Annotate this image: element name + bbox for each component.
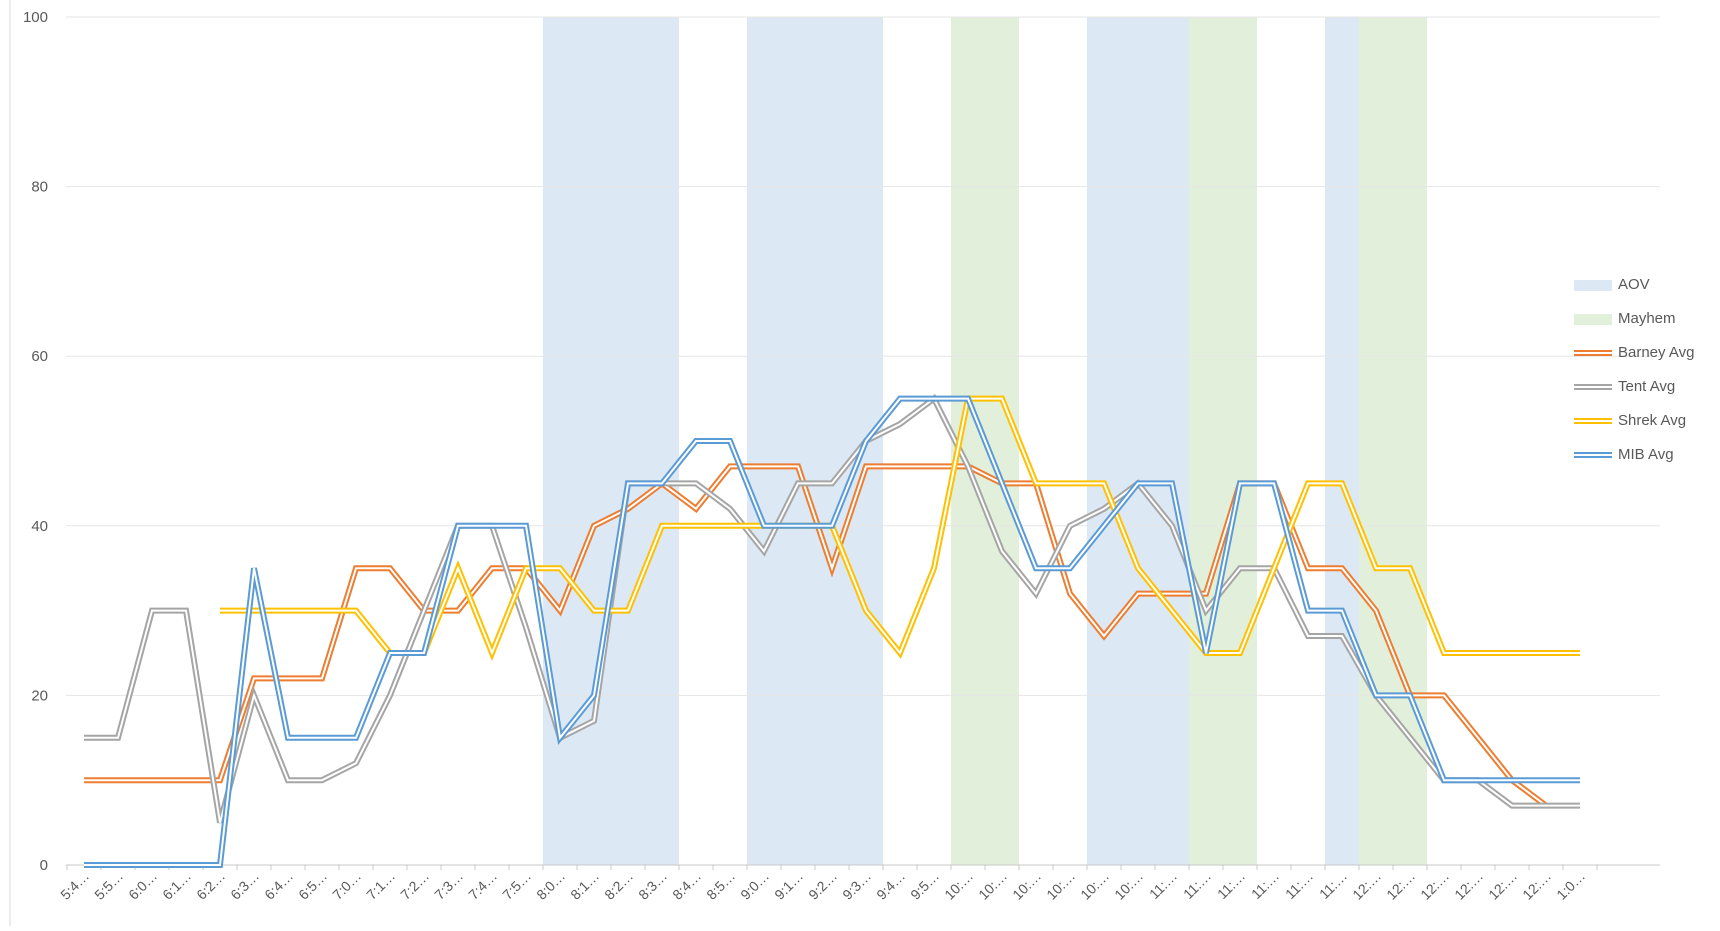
legend-swatch-shrek-avg (1574, 418, 1612, 424)
series-line-tent-avg-inner (84, 397, 1580, 823)
x-tick-label: 8:1… (567, 868, 602, 903)
x-tick-label: 11:… (1248, 868, 1282, 902)
x-tick-labels: 5:4… 5:5… 6:0… 6:1… 6:2… 6:3… 6:4… 6:5… 7:0… 7:1…… (57, 868, 1588, 903)
x-tick-label: 11:… (1180, 868, 1214, 902)
x-tick-label: 12:… (1417, 868, 1452, 903)
x-tick-label: 10:… (1111, 868, 1146, 903)
series-line-mib-avg-inner (84, 397, 1580, 866)
legend-item-shrek-avg: Shrek Avg (1574, 408, 1714, 442)
x-tick-label: 12:… (1349, 868, 1384, 903)
x-tick-label: 11:… (1146, 868, 1180, 902)
legend-swatch-barney-avg (1574, 350, 1612, 356)
x-tick-label: 12:… (1451, 868, 1486, 903)
axes (9, 0, 1660, 926)
legend-item-mib-avg: MIB Avg (1574, 442, 1714, 476)
y-tick-label-40: 40 (31, 518, 48, 535)
legend-item-tent-avg: Tent Avg (1574, 374, 1714, 408)
series-mib-avg (84, 395, 1580, 868)
y-tick-label-100: 100 (23, 9, 48, 26)
x-tick-label: 10:… (1077, 868, 1112, 903)
y-tick-labels: 0 20 40 60 80 100 (23, 9, 48, 874)
x-tick-label: 11:… (1214, 868, 1248, 902)
x-tick-label: 10:… (1009, 868, 1044, 903)
legend-swatch-aov (1574, 280, 1612, 291)
x-tick-label: 9:0… (737, 868, 772, 903)
x-tick-label: 10:… (975, 868, 1010, 903)
legend-swatch-mayhem (1574, 314, 1612, 325)
x-tick-label: 6:3… (227, 868, 262, 903)
legend-swatch-mib-avg (1574, 452, 1612, 458)
x-tick-label: 9:5… (907, 868, 942, 903)
y-tick-label-20: 20 (31, 687, 48, 704)
legend-label-aov: AOV (1618, 276, 1650, 293)
x-tick-label: 8:5… (703, 868, 738, 903)
band-aov-3 (1325, 17, 1359, 865)
x-tick-label: 11:… (1316, 868, 1350, 902)
series-lines (84, 394, 1580, 868)
legend-item-mayhem: Mayhem (1574, 306, 1714, 340)
series-line-barney-avg-inner (84, 465, 1547, 807)
legend-label-mib-avg: MIB Avg (1618, 446, 1674, 463)
x-tick-label: 7:0… (329, 868, 364, 903)
x-tick-label: 9:3… (839, 868, 874, 903)
band-aov-2 (1087, 17, 1189, 865)
series-barney-avg (84, 463, 1548, 809)
legend-swatch-tent-avg (1574, 384, 1612, 390)
legend-item-aov: AOV (1574, 272, 1714, 306)
x-tick-label: 1:0… (1553, 868, 1588, 903)
y-tick-label-60: 60 (31, 348, 48, 365)
legend-label-barney-avg: Barney Avg (1618, 344, 1695, 361)
x-tick-label: 9:1… (771, 868, 806, 903)
x-tick-label: 6:4… (261, 868, 296, 903)
x-tick-label: 6:0… (125, 868, 160, 903)
x-tick-label: 7:1… (363, 868, 398, 903)
x-tick-label: 5:4… (57, 868, 92, 903)
x-tick-label: 12:… (1485, 868, 1520, 903)
x-tick-label: 8:3… (635, 868, 670, 903)
x-tick-label: 9:4… (873, 868, 908, 903)
x-tick-label: 8:2… (601, 868, 636, 903)
series-tent-avg (84, 394, 1580, 824)
x-tick-label: 7:5… (499, 868, 534, 903)
band-aov-0 (543, 17, 679, 865)
band-mayhem-2 (1359, 17, 1427, 865)
x-tick-label: 8:4… (669, 868, 704, 903)
x-tick-label: 6:2… (193, 868, 228, 903)
x-tick-label: 6:1… (159, 868, 194, 903)
legend-label-mayhem: Mayhem (1618, 310, 1676, 327)
y-tick-label-80: 80 (31, 179, 48, 196)
legend-label-shrek-avg: Shrek Avg (1618, 412, 1687, 429)
x-tick-label: 10:… (941, 868, 976, 903)
x-tick-label: 12:… (1383, 868, 1418, 903)
x-tick-label: 7:2… (397, 868, 432, 903)
x-tick-label: 7:4… (465, 868, 500, 903)
band-mayhem-1 (1189, 17, 1257, 865)
x-tick-label: 12:… (1519, 868, 1554, 903)
x-tick-label: 6:5… (295, 868, 330, 903)
x-tick-label: 8:0… (533, 868, 568, 903)
legend: AOV Mayhem Barney Avg Tent Avg Shrek Avg… (1574, 272, 1714, 476)
x-tick-label: 11:… (1282, 868, 1316, 902)
x-tick-label: 5:5… (91, 868, 126, 903)
legend-item-barney-avg: Barney Avg (1574, 340, 1714, 374)
band-aov-1 (747, 17, 883, 865)
y-tick-label-0: 0 (40, 857, 48, 874)
series-line-shrek-avg-inner (220, 397, 1580, 656)
x-tick-label: 9:2… (805, 868, 840, 903)
legend-label-tent-avg: Tent Avg (1618, 378, 1676, 395)
x-tick-label: 10:… (1043, 868, 1078, 903)
series-shrek-avg (220, 395, 1580, 662)
x-tick-label: 7:3… (431, 868, 466, 903)
